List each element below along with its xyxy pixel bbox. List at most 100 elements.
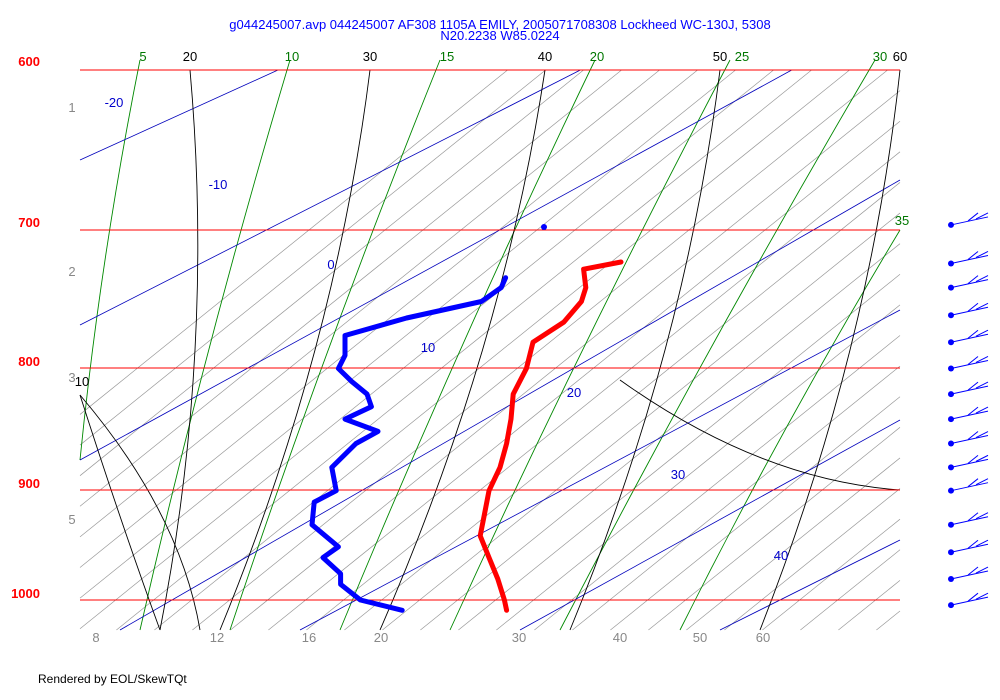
temperature-profile <box>477 259 624 613</box>
wind-barb-flag <box>967 356 979 365</box>
wind-barb-flag <box>967 329 979 339</box>
gray-line <box>458 274 901 631</box>
wind-barb-staff <box>950 458 989 468</box>
temperature-tick-label: 60 <box>893 49 907 64</box>
wind-barb-flag <box>975 329 989 337</box>
wind-barb-flag <box>975 539 989 547</box>
bottom-scale-label: 12 <box>210 630 224 645</box>
dry-adiabat <box>569 69 721 631</box>
bottom-scale-label: 40 <box>613 630 627 645</box>
gray-line <box>876 610 901 631</box>
wind-barb-staff <box>950 410 989 420</box>
wind-barb-flag <box>967 381 979 391</box>
temperature-tick-label: 20 <box>183 49 197 64</box>
gray-line <box>268 120 901 631</box>
dry-adiabat <box>219 69 371 631</box>
gray-line <box>230 90 901 631</box>
mixing-ratio-label: 30 <box>873 49 887 64</box>
wind-barb-staff <box>950 359 989 369</box>
wind-barb-flag <box>967 406 979 416</box>
wind-barb-staff <box>950 306 989 316</box>
moist-adiabat <box>449 59 731 631</box>
isotherm-label: 0 <box>327 257 334 272</box>
isotherm-line <box>79 69 279 161</box>
gray-line <box>800 549 901 631</box>
moist-adiabat <box>679 229 901 631</box>
left-scale-label: 3 <box>68 370 75 385</box>
dry-adiabat <box>79 394 161 631</box>
wind-barb-flag <box>975 512 989 520</box>
gray-line <box>79 69 736 599</box>
gray-line <box>79 69 774 629</box>
gray-line <box>192 69 888 631</box>
gray-line <box>154 69 850 631</box>
gray-line <box>79 69 546 446</box>
wind-barb-flag <box>975 406 989 414</box>
left-scale-label: 5 <box>68 512 75 527</box>
isobars <box>80 69 900 601</box>
mixing-ratio-label: 35 <box>895 213 909 228</box>
wind-barb-flag <box>967 212 979 222</box>
wind-barb-flag <box>975 431 989 438</box>
dry-adiabat <box>379 69 546 631</box>
isotherm-label: 20 <box>567 385 581 400</box>
left-scale-label: 2 <box>68 264 75 279</box>
isotherm-label: 10 <box>421 340 435 355</box>
wind-barb-flag <box>975 592 989 600</box>
wind-barb-flag <box>967 478 979 488</box>
wind-barb-flag <box>975 381 989 389</box>
footer-credit: Rendered by EOL/SkewTQt <box>38 672 187 686</box>
wind-barb-flag <box>975 478 989 486</box>
isotherm-label: 30 <box>671 467 685 482</box>
bottom-scale-label: 16 <box>302 630 316 645</box>
pressure-label: 1000 <box>11 586 40 601</box>
wind-barb-flag <box>967 431 979 440</box>
bottom-scale-label: 20 <box>374 630 388 645</box>
gray-line <box>496 304 901 631</box>
temperature-tick-label: 50 <box>713 49 727 64</box>
gray-line <box>648 427 901 631</box>
mixing-ratio-label: 15 <box>440 49 454 64</box>
gray-line <box>838 580 901 631</box>
dry-adiabats <box>79 69 901 631</box>
isotherms <box>79 69 901 631</box>
temperature-tick-label: 30 <box>363 49 377 64</box>
wind-barb-flag <box>975 251 989 258</box>
isotherm-line <box>299 309 901 631</box>
wind-barb-staff <box>950 216 989 226</box>
isotherm-line <box>519 419 901 631</box>
wind-barb-staff <box>950 333 989 343</box>
moist-adiabat <box>559 59 876 631</box>
mixing-ratio-label: 20 <box>590 49 604 64</box>
moist-adiabat <box>339 59 596 631</box>
wind-barb-staff <box>950 435 989 445</box>
mixing-ratio-label: 10 <box>285 49 299 64</box>
gray-line <box>79 69 508 415</box>
wind-barb-flag <box>975 454 989 462</box>
wind-barb-flag <box>975 356 989 363</box>
moist-adiabat <box>79 59 141 461</box>
isotherm-label: -10 <box>209 177 228 192</box>
isotherm-label: -20 <box>105 95 124 110</box>
pressure-label: 700 <box>18 215 40 230</box>
moist-adiabats <box>79 59 901 631</box>
dry-adiabat <box>159 69 199 631</box>
wind-barb-flag <box>967 566 979 576</box>
gray-line <box>79 69 660 538</box>
sounding-profiles <box>309 223 624 613</box>
isotherm-line <box>79 69 792 461</box>
dry-adiabat <box>619 379 901 491</box>
dry-adiabat <box>759 69 901 631</box>
mixing-ratio-label: 5 <box>139 49 146 64</box>
wind-barb-staff <box>950 543 989 553</box>
gray-line <box>306 151 901 631</box>
gray-line <box>686 457 901 631</box>
dewpoint-profile <box>309 275 509 613</box>
wind-barb-flag <box>967 454 979 464</box>
gray-line <box>79 69 584 476</box>
wind-barb-flag <box>975 212 989 220</box>
wind-barb-flag <box>967 302 979 312</box>
chart-subtitle: N20.2238 W85.0224 <box>440 28 559 43</box>
wind-barb-flag <box>975 275 989 283</box>
